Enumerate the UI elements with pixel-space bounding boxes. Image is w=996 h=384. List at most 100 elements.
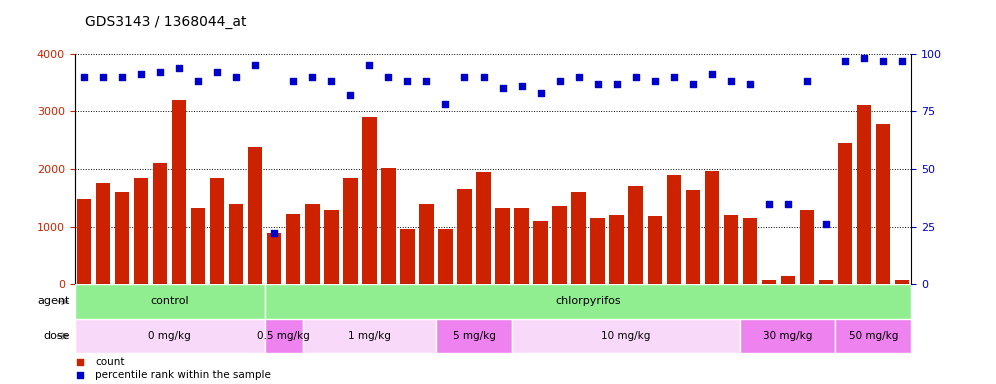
Bar bbox=[553, 207, 567, 284]
Bar bbox=[875, 124, 890, 284]
Bar bbox=[153, 163, 167, 284]
Point bbox=[495, 85, 511, 91]
Bar bbox=[436, 319, 512, 353]
Text: 1 mg/kg: 1 mg/kg bbox=[348, 331, 390, 341]
Point bbox=[152, 69, 168, 75]
Point bbox=[856, 55, 872, 61]
Bar bbox=[75, 284, 265, 319]
Point bbox=[362, 62, 377, 68]
Bar bbox=[438, 229, 452, 284]
Bar bbox=[210, 177, 224, 284]
Bar bbox=[723, 215, 738, 284]
Point bbox=[665, 74, 681, 80]
Point bbox=[571, 74, 587, 80]
Point bbox=[305, 74, 321, 80]
Point bbox=[627, 74, 643, 80]
Point bbox=[552, 78, 568, 84]
Point bbox=[893, 58, 909, 64]
Bar bbox=[457, 189, 472, 284]
Bar bbox=[534, 221, 548, 284]
Point bbox=[380, 74, 396, 80]
Bar bbox=[685, 190, 700, 284]
Point bbox=[818, 221, 834, 227]
Text: 5 mg/kg: 5 mg/kg bbox=[452, 331, 495, 341]
Text: 50 mg/kg: 50 mg/kg bbox=[849, 331, 898, 341]
Point bbox=[742, 81, 758, 87]
Bar bbox=[116, 192, 129, 284]
Bar bbox=[286, 214, 301, 284]
Bar bbox=[381, 168, 395, 284]
Bar bbox=[363, 117, 376, 284]
Text: 10 mg/kg: 10 mg/kg bbox=[602, 331, 650, 341]
Bar bbox=[647, 216, 661, 284]
Point bbox=[324, 78, 340, 84]
Text: control: control bbox=[150, 296, 189, 306]
Point bbox=[209, 69, 225, 75]
Bar bbox=[704, 171, 719, 284]
Bar bbox=[743, 218, 757, 284]
Point bbox=[799, 78, 815, 84]
Point bbox=[475, 74, 491, 80]
Text: 0.5 mg/kg: 0.5 mg/kg bbox=[258, 331, 310, 341]
Bar bbox=[77, 199, 92, 284]
Point bbox=[874, 58, 890, 64]
Bar bbox=[857, 105, 871, 284]
Point bbox=[646, 78, 662, 84]
Point bbox=[171, 65, 187, 71]
Bar bbox=[229, 204, 243, 284]
Bar bbox=[610, 215, 623, 284]
Legend: count, percentile rank within the sample: count, percentile rank within the sample bbox=[70, 357, 271, 380]
Point bbox=[228, 74, 244, 80]
Bar bbox=[325, 210, 339, 284]
Bar bbox=[265, 284, 911, 319]
Bar bbox=[191, 208, 205, 284]
Point bbox=[456, 74, 472, 80]
Bar bbox=[819, 280, 833, 284]
Text: 30 mg/kg: 30 mg/kg bbox=[763, 331, 813, 341]
Bar bbox=[666, 175, 681, 284]
Bar bbox=[740, 319, 836, 353]
Bar bbox=[836, 319, 911, 353]
Bar bbox=[265, 319, 303, 353]
Bar bbox=[96, 184, 111, 284]
Text: chlorpyrifos: chlorpyrifos bbox=[556, 296, 621, 306]
Point bbox=[533, 90, 549, 96]
Point bbox=[399, 78, 415, 84]
Bar bbox=[572, 192, 586, 284]
Bar bbox=[172, 100, 186, 284]
Point bbox=[133, 71, 149, 78]
Bar bbox=[514, 208, 529, 284]
Point bbox=[761, 200, 777, 207]
Bar bbox=[628, 186, 642, 284]
Bar bbox=[344, 178, 358, 284]
Point bbox=[780, 200, 796, 207]
Bar bbox=[591, 218, 605, 284]
Point bbox=[266, 230, 282, 237]
Text: 0 mg/kg: 0 mg/kg bbox=[148, 331, 191, 341]
Point bbox=[609, 81, 624, 87]
Text: agent: agent bbox=[37, 296, 70, 306]
Bar bbox=[838, 143, 852, 284]
Bar bbox=[75, 319, 265, 353]
Point bbox=[704, 71, 720, 78]
Point bbox=[418, 78, 434, 84]
Bar bbox=[781, 276, 795, 284]
Point bbox=[115, 74, 130, 80]
Point bbox=[684, 81, 700, 87]
Bar bbox=[476, 172, 491, 284]
Bar bbox=[400, 230, 414, 284]
Point bbox=[190, 78, 206, 84]
Point bbox=[96, 74, 112, 80]
Point bbox=[837, 58, 853, 64]
Text: dose: dose bbox=[43, 331, 70, 341]
Bar bbox=[512, 319, 740, 353]
Point bbox=[723, 78, 739, 84]
Bar bbox=[134, 177, 148, 284]
Bar bbox=[248, 147, 263, 284]
Point bbox=[343, 92, 359, 98]
Bar bbox=[303, 319, 436, 353]
Bar bbox=[267, 233, 282, 284]
Bar bbox=[800, 210, 814, 284]
Bar bbox=[762, 280, 776, 284]
Point bbox=[286, 78, 302, 84]
